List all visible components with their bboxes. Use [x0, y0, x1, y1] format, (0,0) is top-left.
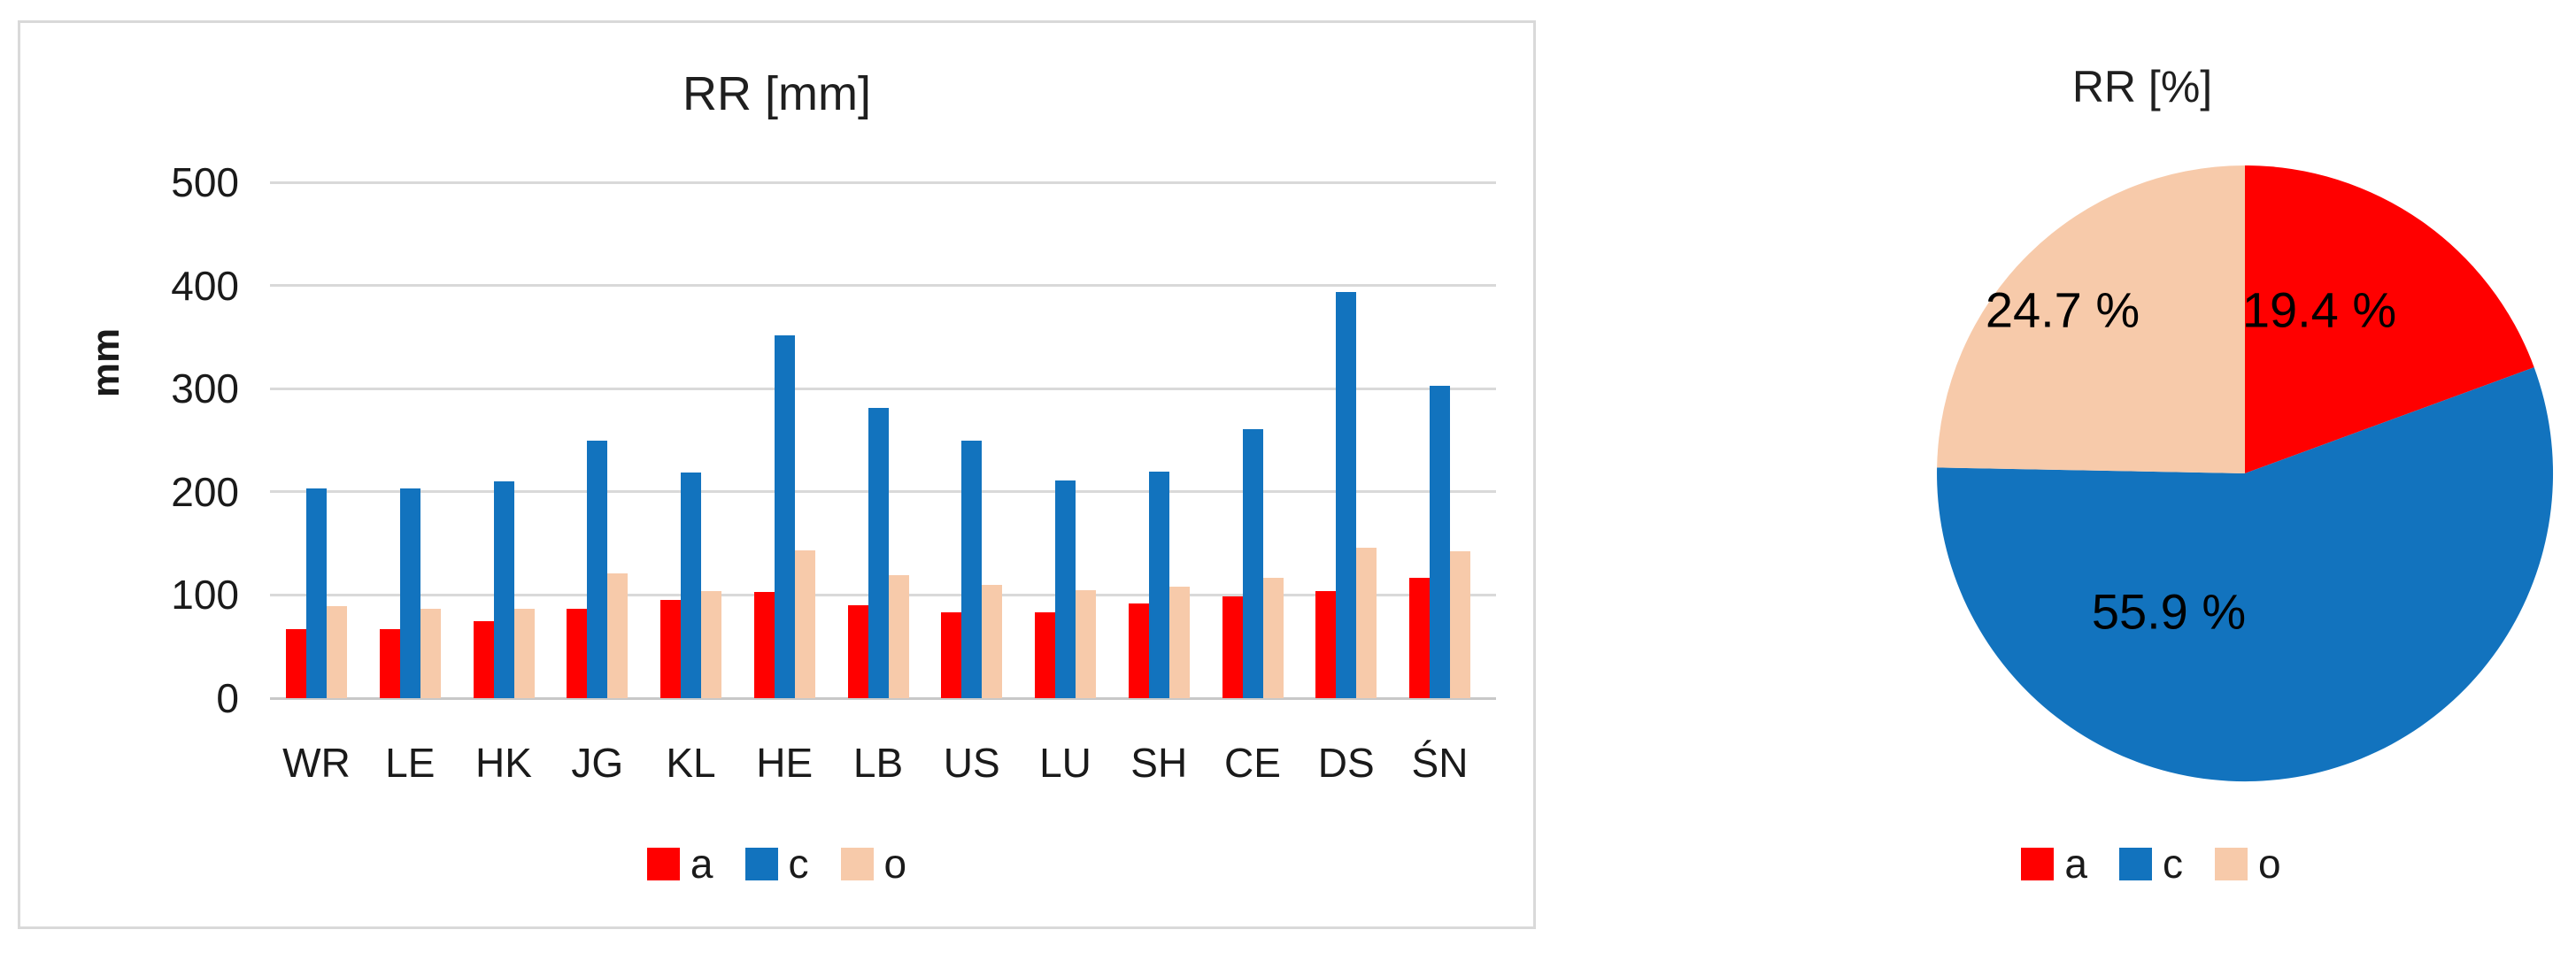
pie-chart-title: RR [%] — [2071, 62, 2213, 111]
x-category-label-SH: SH — [1130, 740, 1188, 786]
bar-WR-a — [286, 628, 306, 698]
bar-legend-swatch-c — [744, 847, 778, 880]
y-tick-label-400: 400 — [171, 262, 239, 309]
bar-JG-o — [607, 573, 629, 698]
bar-LB-o — [888, 575, 909, 698]
x-category-label-WR: WR — [282, 740, 351, 786]
pie-slice-a — [2245, 165, 2534, 473]
y-tick-label-300: 300 — [171, 365, 239, 412]
bar-HK-c — [493, 481, 514, 698]
pie-slice-c — [1937, 367, 2554, 782]
bar-LE-a — [379, 628, 400, 698]
bar-SH-o — [1168, 587, 1190, 698]
bar-HE-a — [753, 591, 775, 698]
bar-DS-c — [1336, 291, 1357, 698]
bar-WR-c — [306, 488, 327, 698]
bar-legend-label-o: o — [883, 841, 907, 887]
bar-SH-a — [1128, 603, 1149, 698]
pie-legend-item-c: c — [2119, 842, 2183, 886]
bar-LU-a — [1035, 612, 1055, 698]
x-category-label-LU: LU — [1039, 740, 1091, 786]
bar-US-a — [941, 612, 962, 698]
pie-legend-label-o: o — [2258, 841, 2281, 887]
x-category-label-KL: KL — [666, 740, 716, 786]
pie-slice-label-a: 19.4 % — [2241, 281, 2397, 338]
x-category-label-HE: HE — [756, 740, 814, 786]
bar-ŚN-o — [1450, 551, 1470, 698]
bar-ŚN-c — [1430, 385, 1450, 698]
bar-legend-swatch-o — [840, 847, 874, 880]
bar-LB-a — [847, 605, 868, 698]
bar-LU-o — [1076, 589, 1096, 698]
y-tick-label-0: 0 — [216, 675, 239, 721]
pie-legend-item-o: o — [2215, 842, 2281, 886]
bar-CE-o — [1262, 577, 1284, 698]
x-category-label-DS: DS — [1317, 740, 1375, 786]
y-tick-label-500: 500 — [171, 159, 239, 206]
bar-US-o — [982, 584, 1003, 698]
pie-legend-label-c: c — [2163, 841, 2183, 887]
bar-KL-c — [681, 472, 701, 698]
bar-legend-label-c: c — [788, 841, 809, 887]
bar-legend-swatch-a — [646, 847, 680, 880]
x-category-label-ŚN: ŚN — [1411, 740, 1469, 786]
bar-LU-c — [1055, 480, 1076, 698]
bar-DS-a — [1315, 590, 1337, 698]
bar-LE-o — [420, 608, 441, 698]
x-category-label-CE: CE — [1224, 740, 1281, 786]
bar-LE-c — [399, 488, 420, 698]
gridline-400 — [270, 284, 1496, 288]
bar-DS-o — [1356, 547, 1377, 698]
pie-slice-label-o: 24.7 % — [1985, 281, 2140, 338]
pie-legend-swatch-c — [2119, 847, 2152, 880]
bar-KL-a — [660, 600, 681, 698]
y-tick-label-100: 100 — [171, 572, 239, 619]
bar-CE-c — [1242, 428, 1263, 698]
bar-legend-item-o: o — [840, 841, 907, 887]
x-category-label-US: US — [943, 740, 1000, 786]
pie-legend-label-a: a — [2064, 841, 2087, 887]
bar-legend-label-a: a — [690, 841, 713, 887]
bar-KL-o — [701, 590, 721, 698]
gridline-0 — [270, 696, 1496, 700]
pie-legend-item-a: a — [2021, 842, 2087, 886]
bar-JG-a — [567, 608, 588, 698]
bar-SH-c — [1148, 471, 1169, 698]
gridline-500 — [270, 181, 1496, 184]
x-category-label-JG: JG — [571, 740, 624, 786]
pie-slice-o — [1937, 165, 2245, 473]
bar-LB-c — [868, 408, 889, 698]
x-category-label-HK: HK — [475, 740, 532, 786]
bar-HK-a — [473, 620, 494, 698]
bar-HK-o — [513, 608, 535, 698]
pie-slice-label-c: 55.9 % — [2091, 583, 2247, 640]
bar-ŚN-a — [1409, 577, 1430, 698]
bar-CE-a — [1222, 596, 1243, 698]
bar-HE-o — [794, 550, 815, 698]
bar-chart-title: RR [mm] — [683, 67, 871, 120]
x-category-label-LE: LE — [385, 740, 436, 786]
gridline-300 — [270, 387, 1496, 390]
bar-HE-c — [774, 334, 795, 698]
pie-legend-swatch-o — [2215, 847, 2248, 880]
bar-legend-item-a: a — [646, 841, 713, 887]
bar-legend-item-c: c — [744, 841, 809, 887]
bar-US-c — [961, 440, 983, 698]
bar-WR-o — [327, 606, 347, 698]
x-category-label-LB: LB — [852, 740, 904, 786]
bar-JG-c — [587, 440, 608, 698]
pie-legend-swatch-a — [2021, 847, 2055, 880]
y-tick-label-200: 200 — [171, 468, 239, 515]
